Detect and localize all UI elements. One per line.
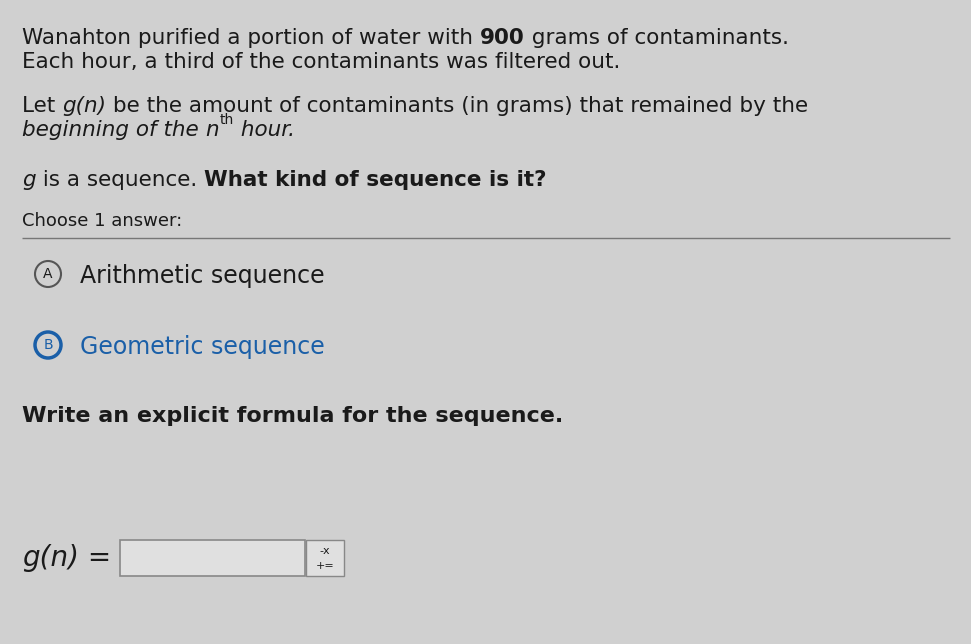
Text: g: g (22, 170, 36, 190)
Text: is a sequence.: is a sequence. (36, 170, 204, 190)
Text: g(n): g(n) (62, 96, 106, 116)
Text: th: th (219, 113, 233, 127)
Text: Arithmetic sequence: Arithmetic sequence (80, 264, 324, 288)
Text: -x: -x (319, 546, 330, 556)
Text: 900: 900 (480, 28, 524, 48)
Text: Wanahton purified a portion of water with: Wanahton purified a portion of water wit… (22, 28, 480, 48)
Text: Let: Let (22, 96, 62, 116)
Circle shape (35, 332, 61, 358)
Text: beginning of the: beginning of the (22, 120, 206, 140)
Text: grams of contaminants.: grams of contaminants. (524, 28, 788, 48)
Text: g(n): g(n) (22, 544, 79, 572)
Text: A: A (44, 267, 52, 281)
Text: Geometric sequence: Geometric sequence (80, 335, 324, 359)
Text: be the amount of contaminants (in grams) that remained by the: be the amount of contaminants (in grams)… (106, 96, 808, 116)
Text: +=: += (316, 561, 334, 571)
Text: th: th (219, 120, 233, 134)
Text: B: B (43, 338, 52, 352)
Text: n: n (206, 120, 219, 140)
Text: hour.: hour. (233, 120, 294, 140)
Text: Each hour, a third of the contaminants was filtered out.: Each hour, a third of the contaminants w… (22, 52, 620, 72)
FancyBboxPatch shape (120, 540, 305, 576)
Text: Choose 1 answer:: Choose 1 answer: (22, 212, 183, 230)
FancyBboxPatch shape (306, 540, 344, 576)
Text: What kind of sequence is it?: What kind of sequence is it? (204, 170, 547, 190)
Text: Write an explicit formula for the sequence.: Write an explicit formula for the sequen… (22, 406, 563, 426)
Circle shape (35, 261, 61, 287)
Text: =: = (79, 544, 120, 572)
